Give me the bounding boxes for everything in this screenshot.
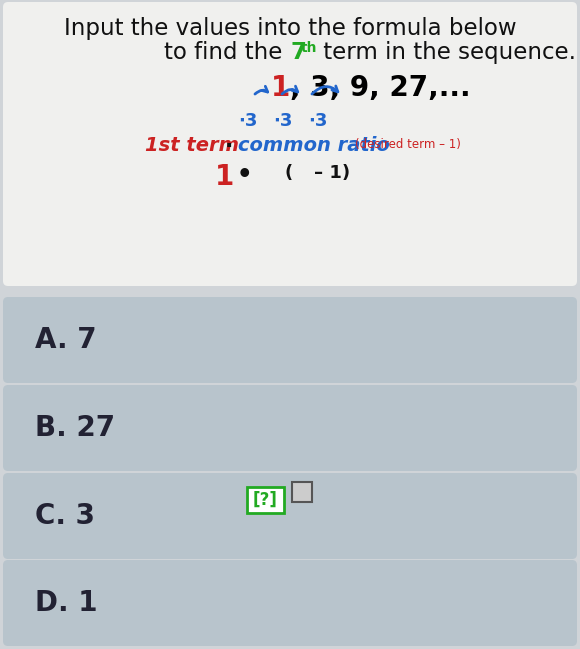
Text: term in the sequence.: term in the sequence.	[316, 41, 576, 64]
Text: 7: 7	[290, 41, 306, 64]
Text: to find the: to find the	[164, 41, 290, 64]
Text: D. 1: D. 1	[35, 589, 97, 617]
Text: – 1): – 1)	[314, 164, 350, 182]
Text: •: •	[228, 163, 262, 187]
FancyBboxPatch shape	[3, 2, 577, 286]
Text: 1: 1	[271, 74, 290, 102]
FancyBboxPatch shape	[3, 297, 577, 383]
Text: Input the values into the formula below: Input the values into the formula below	[64, 17, 516, 40]
FancyBboxPatch shape	[3, 473, 577, 559]
Text: ·: ·	[225, 136, 233, 156]
Text: B. 27: B. 27	[35, 414, 115, 442]
Text: ⋅3: ⋅3	[238, 112, 258, 130]
Text: 1st term: 1st term	[145, 136, 239, 155]
Text: [?]: [?]	[253, 491, 278, 509]
Text: A. 7: A. 7	[35, 326, 97, 354]
Text: 1: 1	[215, 163, 234, 191]
FancyBboxPatch shape	[292, 482, 312, 502]
FancyBboxPatch shape	[247, 487, 284, 513]
Text: , 3, 9, 27,...: , 3, 9, 27,...	[290, 74, 470, 102]
Text: (desired term – 1): (desired term – 1)	[355, 138, 461, 151]
Text: th: th	[301, 41, 317, 55]
FancyBboxPatch shape	[3, 560, 577, 646]
Text: ⋅3: ⋅3	[309, 112, 328, 130]
Text: common ratio: common ratio	[238, 136, 390, 155]
Text: C. 3: C. 3	[35, 502, 95, 530]
Text: ⋅3: ⋅3	[273, 112, 293, 130]
FancyBboxPatch shape	[3, 385, 577, 471]
Text: (: (	[284, 164, 292, 182]
